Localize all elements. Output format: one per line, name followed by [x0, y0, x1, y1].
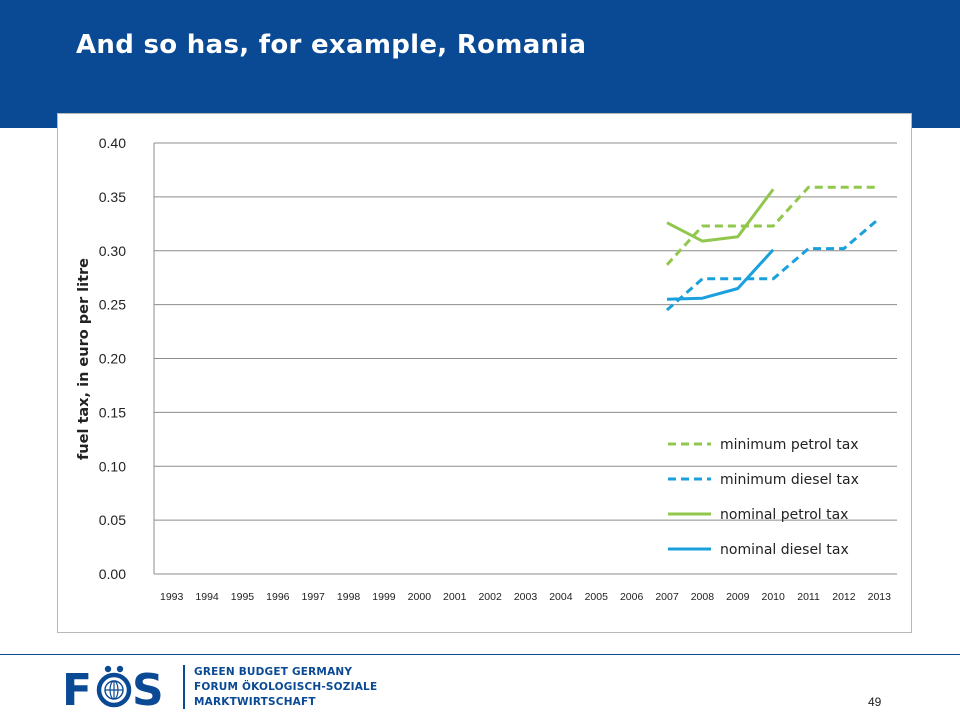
x-tick-label: 1994 [195, 591, 219, 603]
series-line-nominal-petrol-tax [666, 188, 775, 243]
legend-label: minimum diesel tax [720, 472, 859, 488]
logo-letter-s: S [132, 665, 164, 710]
x-tick-label: 2002 [478, 591, 502, 603]
y-tick-label: 0.10 [99, 458, 126, 474]
x-tick-label: 2003 [514, 591, 538, 603]
x-tick-label: 2011 [797, 591, 820, 603]
x-tick-label: 2007 [655, 591, 679, 603]
x-tick-label: 2010 [761, 591, 785, 603]
series-line-minimum-diesel-tax [666, 217, 881, 312]
y-axis-title: fuel tax, in euro per litre [76, 258, 92, 460]
header-band [0, 0, 960, 128]
slide-title: And so has, for example, Romania [76, 30, 587, 60]
fos-logo: F S [62, 665, 164, 710]
logo-separator [183, 665, 185, 709]
globe-icon [96, 665, 132, 708]
org-line-3: MARKTWIRTSCHAFT [194, 696, 316, 708]
series-line-minimum-petrol-tax [665, 185, 880, 266]
x-tick-label: 2005 [585, 591, 609, 603]
y-tick-label: 0.35 [99, 189, 126, 205]
x-tick-label: 2009 [726, 591, 750, 603]
footer-divider [0, 654, 960, 655]
x-tick-label: 1995 [231, 591, 255, 603]
x-tick-label: 1999 [372, 591, 396, 603]
series-line-nominal-diesel-tax [666, 248, 775, 301]
x-tick-label: 2006 [620, 591, 644, 603]
x-tick-label: 2013 [868, 591, 892, 603]
y-tick-label: 0.40 [99, 135, 126, 151]
org-line-2: FORUM ÖKOLOGISCH-SOZIALE [194, 681, 378, 693]
x-tick-label: 2008 [691, 591, 715, 603]
y-tick-label: 0.30 [99, 243, 126, 259]
x-tick-label: 2012 [832, 591, 856, 603]
y-tick-label: 0.05 [99, 512, 126, 528]
organization-name: GREEN BUDGET GERMANY FORUM ÖKOLOGISCH-SO… [194, 665, 377, 710]
x-tick-label: 1996 [266, 591, 290, 603]
y-tick-label: 0.00 [99, 566, 126, 582]
legend-label: minimum petrol tax [720, 437, 859, 453]
line-chart: 0.00 0.05 0.10 0.15 0.20 0.25 0.30 0.35 0.40 1993… [76, 135, 897, 603]
x-tick-label: 2004 [549, 591, 573, 603]
x-tick-label: 2001 [443, 591, 467, 603]
y-tick-label: 0.15 [99, 404, 126, 420]
chart-frame: 0.00 0.05 0.10 0.15 0.20 0.25 0.30 0.35 0.40 1993… [57, 113, 912, 633]
x-tick-label: 1993 [160, 591, 184, 603]
legend-label: nominal diesel tax [720, 542, 849, 558]
legend-label: nominal petrol tax [720, 507, 848, 523]
org-line-1: GREEN BUDGET GERMANY [194, 666, 353, 678]
logo-letter-f: F [62, 665, 92, 710]
x-tick-label: 2000 [408, 591, 432, 603]
x-tick-label: 1997 [302, 591, 326, 603]
page-number: 49 [868, 695, 882, 709]
x-tick-label: 1998 [337, 591, 361, 603]
y-tick-label: 0.20 [99, 351, 126, 367]
y-tick-label: 0.25 [99, 297, 126, 313]
